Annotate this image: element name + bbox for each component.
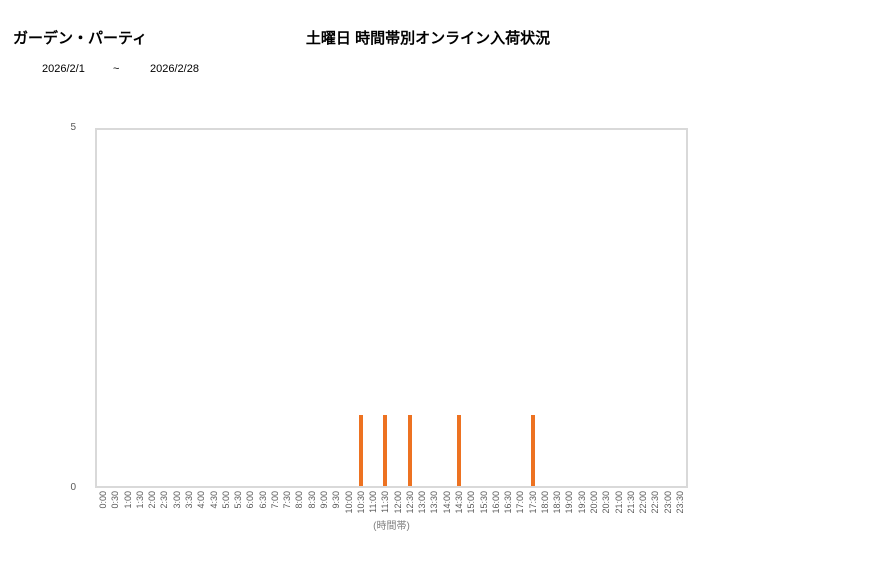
y-tick-label: 5 [70,122,76,133]
x-tick-label: 23:00 [662,491,673,514]
x-tick-label: 10:00 [343,491,354,514]
x-tick-label: 14:30 [453,491,464,514]
date-range-separator: ~ [113,63,120,75]
x-tick-label: 1:30 [134,491,145,509]
bar-17:30 [530,415,535,486]
x-tick-label: 13:30 [429,491,440,514]
x-tick-label: 4:00 [196,491,207,509]
x-tick-label: 21:30 [625,491,636,514]
x-tick-label: 20:30 [601,491,612,514]
x-tick-label: 12:30 [404,491,415,514]
x-tick-label: 5:30 [233,491,244,509]
date-range-end: 2026/2/28 [150,63,199,75]
x-tick-label: 18:30 [552,491,563,514]
x-tick-label: 9:30 [331,491,342,509]
x-tick-label: 12:00 [392,491,403,514]
x-tick-label: 2:30 [159,491,170,509]
x-tick-label: 13:00 [417,491,428,514]
x-tick-label: 3:00 [171,491,182,509]
bar-12:30 [407,415,412,486]
x-tick-label: 11:30 [380,491,391,513]
chart-title: 土曜日 時間帯別オンライン入荷状況 [305,30,551,47]
x-tick-label: 8:30 [306,491,317,509]
x-tick-label: 3:30 [184,491,195,509]
x-tick-label: 15:00 [466,491,477,514]
x-tick-label: 17:30 [527,491,538,514]
bar-11:30 [383,415,388,486]
x-tick-label: 21:00 [613,491,624,514]
x-tick-label: 22:00 [638,491,649,514]
x-tick-label: 19:30 [576,491,587,514]
x-tick-label: 23:30 [674,491,685,514]
x-tick-label: 19:00 [564,491,575,514]
product-name: ガーデン・パーティ [13,30,148,47]
x-tick-label: 10:30 [355,491,366,514]
x-tick-label: 6:00 [245,491,256,509]
x-tick-label: 17:00 [515,491,526,514]
x-tick-label: 5:00 [220,491,231,509]
x-tick-label: 18:00 [539,491,550,514]
x-tick-label: 20:00 [588,491,599,514]
x-tick-label: 15:30 [478,491,489,514]
x-tick-label: 16:00 [490,491,501,514]
bar-14:30 [456,415,461,486]
x-tick-label: 11:00 [368,491,379,513]
x-tick-label: 7:00 [269,491,280,509]
x-tick-label: 1:00 [122,491,133,509]
x-tick-label: 9:00 [319,491,329,509]
x-tick-label: 0:30 [110,491,121,509]
bar-10:30 [358,415,363,486]
x-tick-label: 14:00 [441,491,452,514]
x-tick-label: 2:00 [147,491,158,509]
x-tick-label: 0:00 [98,491,109,509]
x-tick-label: 6:30 [257,491,268,509]
plot-area [95,128,688,488]
x-tick-label: 8:00 [294,491,305,509]
y-tick-label: 0 [70,482,76,493]
x-tick-label: 4:30 [208,491,219,509]
x-axis-title: (時間帯) [373,521,410,532]
date-range-start: 2026/2/1 [42,63,85,75]
x-tick-label: 16:30 [503,491,514,514]
x-tick-label: 7:30 [282,491,293,509]
x-tick-label: 22:30 [650,491,661,514]
